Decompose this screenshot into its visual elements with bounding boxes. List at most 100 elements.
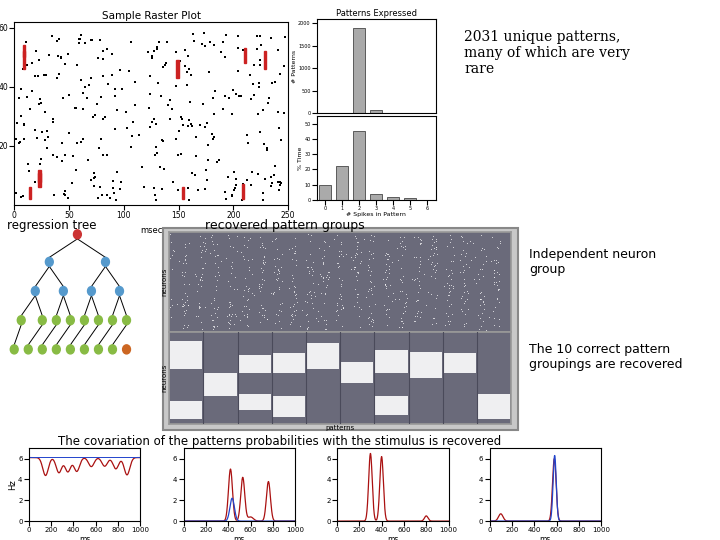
- Point: [73, 38, 85, 47]
- Point: [383, 252, 395, 260]
- Point: [150, 196, 162, 205]
- Point: [381, 254, 392, 263]
- Point: [246, 94, 257, 103]
- Point: [211, 276, 222, 285]
- Point: [177, 300, 189, 308]
- Point: [197, 325, 208, 334]
- Circle shape: [109, 345, 117, 354]
- Point: [125, 38, 137, 46]
- Point: [192, 287, 203, 295]
- Point: [383, 265, 395, 274]
- Point: [318, 298, 329, 307]
- Point: [302, 325, 313, 333]
- Bar: [170, 341, 202, 369]
- Point: [408, 275, 420, 284]
- Point: [30, 178, 41, 187]
- Point: [229, 310, 240, 319]
- Point: [263, 93, 274, 102]
- Point: [307, 303, 318, 312]
- Point: [336, 295, 347, 303]
- Point: [362, 313, 374, 322]
- Point: [458, 320, 469, 328]
- Bar: [444, 353, 476, 374]
- Point: [254, 127, 266, 136]
- Circle shape: [10, 345, 18, 354]
- Point: [257, 242, 269, 251]
- Point: [208, 303, 220, 312]
- Point: [333, 274, 344, 283]
- Point: [366, 314, 378, 323]
- Point: [323, 267, 334, 276]
- Point: [427, 231, 438, 240]
- Point: [323, 268, 334, 276]
- Point: [392, 244, 403, 253]
- Point: [302, 323, 314, 332]
- Point: [459, 252, 471, 261]
- Point: [30, 47, 42, 56]
- Point: [307, 279, 318, 287]
- Point: [415, 239, 426, 248]
- Point: [397, 250, 408, 259]
- Point: [380, 259, 392, 268]
- Point: [195, 252, 207, 261]
- Point: [148, 184, 160, 192]
- Point: [101, 151, 112, 159]
- Point: [332, 230, 343, 239]
- Point: [40, 107, 51, 116]
- Point: [55, 52, 66, 61]
- Point: [241, 242, 253, 251]
- Point: [143, 103, 155, 112]
- Point: [208, 41, 220, 50]
- Point: [387, 289, 398, 298]
- Point: [129, 78, 140, 86]
- Point: [318, 274, 329, 282]
- Point: [491, 242, 503, 251]
- Point: [89, 172, 101, 181]
- Point: [271, 275, 283, 284]
- Point: [476, 246, 487, 255]
- Point: [303, 287, 315, 296]
- Point: [365, 284, 377, 292]
- Point: [323, 273, 334, 281]
- Point: [381, 266, 392, 274]
- Point: [177, 120, 189, 129]
- Point: [19, 63, 30, 72]
- Point: [211, 240, 222, 248]
- Point: [350, 251, 361, 260]
- Point: [224, 241, 235, 250]
- Point: [166, 295, 177, 304]
- Point: [166, 301, 177, 310]
- Point: [167, 178, 179, 186]
- Point: [305, 262, 317, 271]
- Point: [363, 313, 374, 321]
- Point: [412, 306, 423, 315]
- Point: [346, 265, 357, 273]
- Point: [51, 37, 63, 45]
- Point: [195, 318, 207, 327]
- Point: [413, 233, 424, 241]
- Point: [195, 248, 207, 256]
- Point: [230, 312, 242, 321]
- Point: [364, 302, 375, 311]
- Point: [257, 311, 269, 320]
- Bar: [170, 401, 202, 419]
- Point: [274, 70, 286, 79]
- Point: [366, 322, 378, 330]
- Point: [379, 280, 391, 289]
- Point: [286, 254, 297, 263]
- Point: [275, 262, 287, 271]
- Bar: [404, 198, 416, 200]
- Point: [184, 98, 196, 106]
- Point: [350, 272, 361, 280]
- Point: [79, 39, 91, 48]
- Point: [272, 45, 284, 54]
- Point: [425, 252, 436, 260]
- Point: [211, 157, 222, 166]
- Point: [151, 45, 163, 54]
- Point: [207, 93, 219, 102]
- Point: [181, 291, 193, 300]
- Point: [190, 152, 202, 160]
- Point: [322, 274, 333, 283]
- Point: [477, 244, 488, 252]
- Point: [223, 311, 235, 320]
